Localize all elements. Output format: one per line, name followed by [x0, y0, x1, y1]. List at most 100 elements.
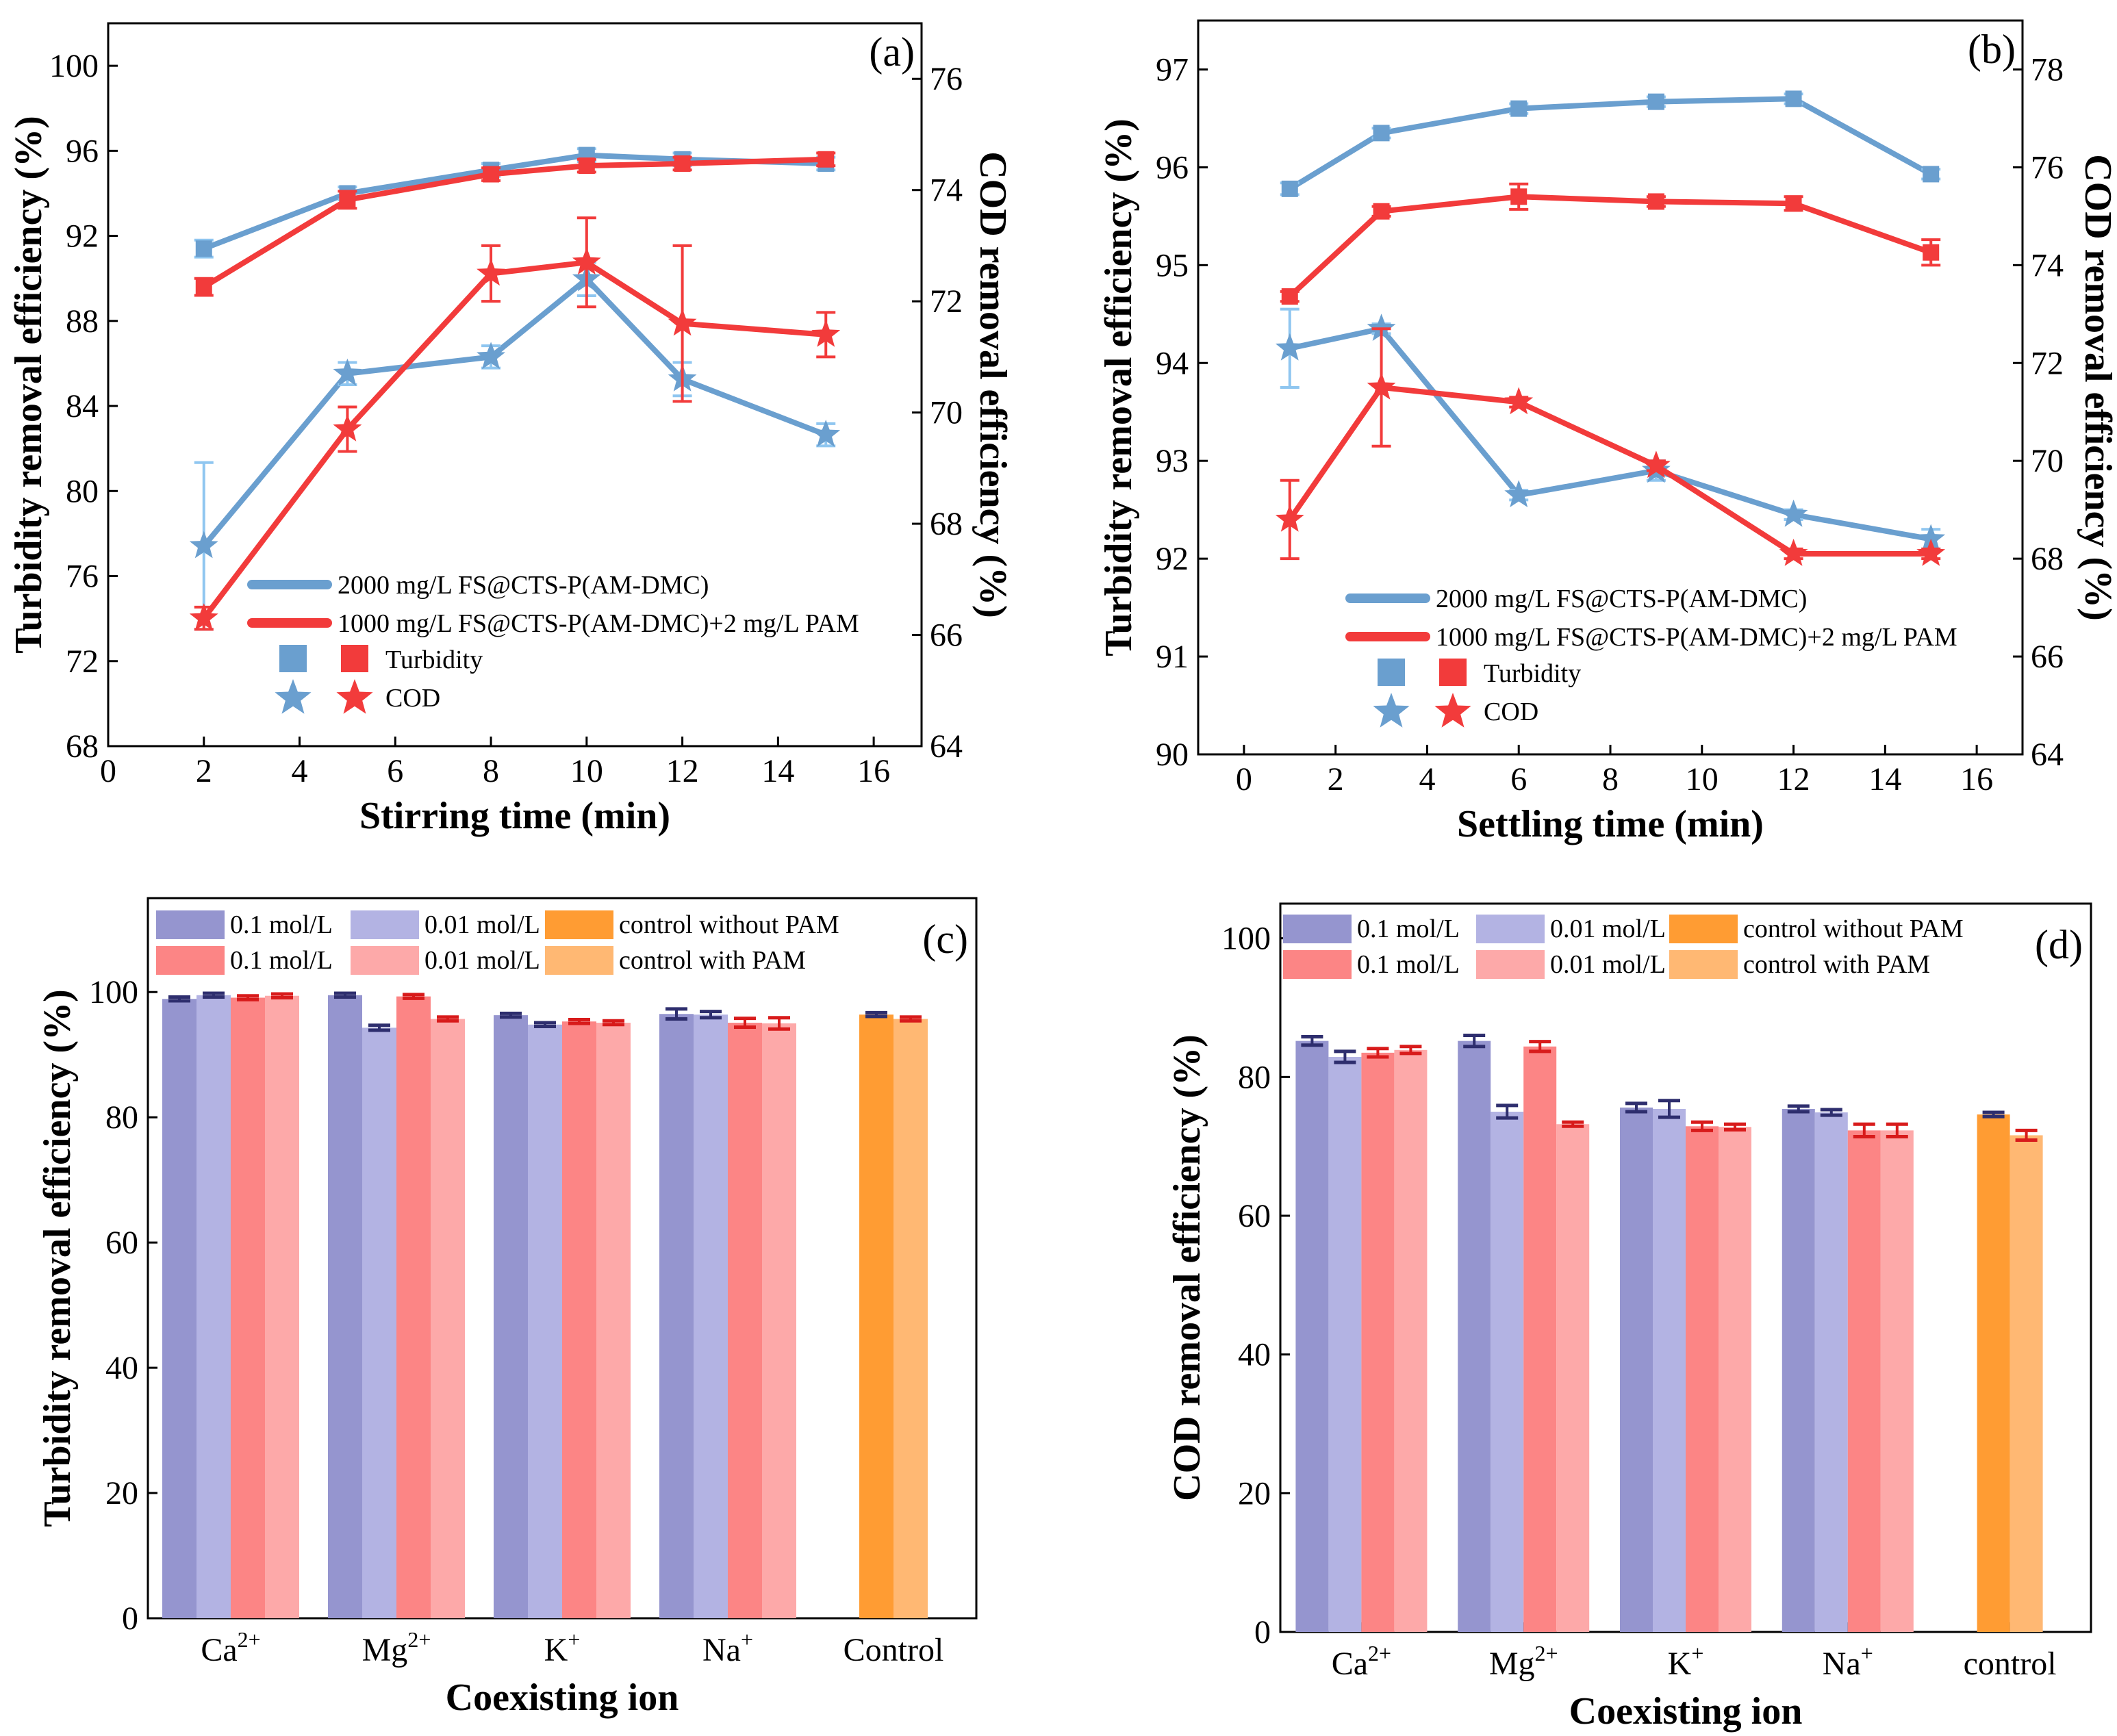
- series-line: [202, 156, 826, 290]
- series-line: [1288, 96, 1933, 192]
- y-left-tick-label: 88: [66, 303, 99, 340]
- legend-swatch: [156, 910, 225, 939]
- data-point-square: [817, 151, 835, 168]
- legend-label: 0.1 mol/L: [230, 946, 333, 975]
- x-tick-label: Na+: [702, 1627, 753, 1668]
- y-left-tick-label: 96: [1156, 149, 1189, 186]
- bar: [1491, 1112, 1524, 1632]
- x-tick-label: 6: [387, 753, 403, 789]
- x-tick-label: 14: [761, 753, 794, 789]
- legend-swatch: [1283, 915, 1352, 943]
- bar: [1686, 1126, 1719, 1632]
- bar: [494, 1015, 528, 1618]
- legend-swatch: [1669, 950, 1738, 979]
- y-tick-label: 0: [122, 1600, 138, 1637]
- data-point-star: [333, 358, 362, 386]
- x-tick-label: 0: [1236, 761, 1252, 797]
- legend-swatch: [351, 910, 419, 939]
- data-point-star: [1779, 499, 1808, 527]
- bar: [562, 1021, 596, 1618]
- data-point-star: [668, 308, 697, 336]
- y-right-tick-label: 64: [930, 728, 963, 765]
- data-point-star: [477, 258, 505, 286]
- data-point-square: [1373, 125, 1390, 142]
- x-tick-label: 12: [666, 753, 699, 789]
- legend-swatch-star-red: [1434, 693, 1471, 728]
- legend-swatch-square-red: [1439, 659, 1467, 686]
- bar: [596, 1023, 631, 1618]
- y-tick-label: 20: [105, 1475, 138, 1511]
- data-point-star: [1504, 387, 1534, 415]
- legend-swatch-square-red: [341, 645, 368, 672]
- bar: [328, 995, 362, 1618]
- legend-label: 2000 mg/L FS@CTS-P(AM-DMC): [338, 571, 709, 600]
- y-left-tick-label: 96: [66, 133, 99, 169]
- x-tick-label: 0: [100, 753, 116, 789]
- legend-swatch-star-red: [336, 679, 373, 714]
- x-tick-label: K+: [1668, 1641, 1704, 1682]
- x-tick-label: Ca2+: [201, 1627, 260, 1668]
- data-point-star: [477, 342, 505, 370]
- data-point-square: [1281, 288, 1298, 305]
- bar: [431, 1019, 465, 1618]
- y-tick-label: 100: [1221, 921, 1271, 957]
- y-left-tick-label: 90: [1156, 737, 1189, 773]
- y-axis-title: Turbidity removal efficiency (%): [36, 989, 79, 1527]
- x-tick-label: 16: [1960, 761, 1993, 797]
- data-point-square: [483, 166, 500, 183]
- data-point-star: [572, 247, 601, 275]
- y-left-tick-label: 95: [1156, 247, 1189, 283]
- y-tick-label: 80: [1238, 1059, 1271, 1095]
- data-point-square: [1923, 166, 1940, 183]
- y-left-tick-label: 100: [49, 48, 99, 84]
- legend-swatch: [1476, 950, 1545, 979]
- y-right-tick-label: 76: [2031, 149, 2064, 186]
- bar: [362, 1027, 396, 1618]
- bar: [762, 1023, 796, 1618]
- y-tick-label: 40: [1238, 1337, 1271, 1373]
- series-line: [203, 152, 826, 251]
- x-tick-label: 2: [1328, 761, 1344, 797]
- data-point-square: [1510, 100, 1527, 117]
- legend-label: control with PAM: [619, 946, 806, 975]
- legend-label: 0.1 mol/L: [230, 910, 333, 939]
- legend-swatch: [545, 946, 613, 975]
- series-line: [201, 276, 827, 548]
- y-left-tick-label: 76: [66, 559, 99, 595]
- y-right-tick-label: 76: [930, 61, 963, 97]
- x-tick-label: 8: [1602, 761, 1619, 797]
- bar: [1394, 1049, 1428, 1632]
- bar: [396, 996, 431, 1618]
- panel-label: (d): [2035, 922, 2083, 967]
- data-point-star: [1504, 480, 1534, 507]
- x-tick-label: Na+: [1823, 1641, 1873, 1682]
- y-left-tick-label: 93: [1156, 443, 1189, 479]
- series-line: [1288, 194, 1932, 299]
- y-left-tick-label: 72: [66, 643, 99, 680]
- series-line: [201, 259, 826, 620]
- data-point-square: [1785, 195, 1802, 212]
- panel-b-line-chart: 0 2 4 6 8 10 12 14 16909192939495969764666870727…: [1098, 19, 2117, 845]
- bar: [1556, 1124, 1590, 1632]
- legend-swatch-star-blue: [1373, 693, 1410, 728]
- y-left-tick-label: 92: [66, 218, 99, 255]
- data-point-square: [195, 240, 212, 257]
- x-tick-label: 2: [196, 753, 212, 789]
- y-left-axis-title: Turbidity removal efficiency (%): [8, 116, 50, 653]
- bar: [162, 999, 197, 1618]
- legend-label: control with PAM: [1743, 950, 1930, 979]
- panel-label: (c): [922, 917, 968, 962]
- data-point-square: [578, 157, 595, 175]
- bar: [2010, 1135, 2043, 1632]
- bar: [1719, 1127, 1751, 1632]
- y-tick-label: 60: [1238, 1198, 1271, 1234]
- x-tick-label: 8: [483, 753, 499, 789]
- data-point-star: [1275, 333, 1304, 361]
- bar: [265, 995, 299, 1618]
- x-tick-label: 10: [570, 753, 603, 789]
- legend-label: 0.1 mol/L: [1357, 915, 1460, 943]
- y-right-tick-label: 68: [2031, 541, 2064, 577]
- x-tick-label: Mg2+: [1489, 1641, 1558, 1682]
- data-point-square: [1923, 244, 1940, 261]
- bar: [1620, 1107, 1653, 1632]
